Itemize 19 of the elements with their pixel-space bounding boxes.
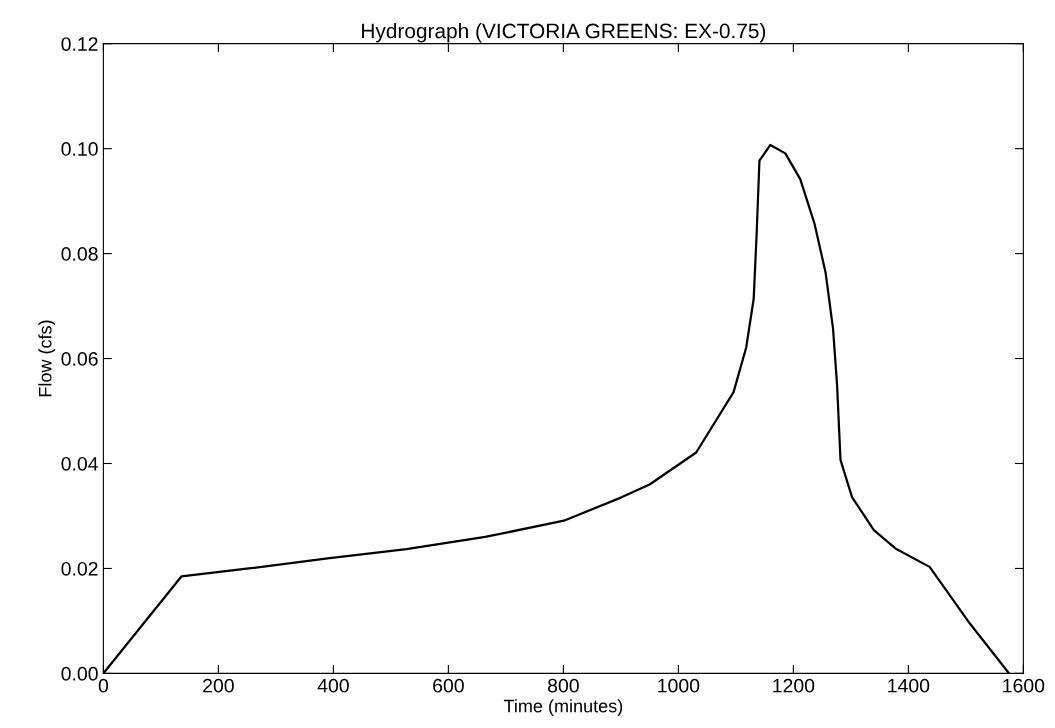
x-tick-label: 1000 [658, 678, 700, 693]
y-tick-label: 0.08 [61, 247, 98, 261]
y-tick-label: 0.06 [61, 352, 98, 366]
x-tick-label: 200 [203, 678, 234, 693]
y-axis-title: Flow (cfs) [38, 320, 56, 397]
chart-title: Hydrograph (VICTORIA GREENS: EX-0.75) [362, 23, 766, 43]
y-tick-label: 0.02 [61, 561, 98, 576]
x-tick-label: 1400 [888, 678, 930, 693]
x-tick-label: 800 [548, 678, 579, 693]
y-tick-label: 0.04 [61, 456, 98, 471]
x-axis-title: Time (minutes) [503, 699, 623, 716]
y-tick-label: 0.00 [61, 666, 98, 681]
x-tick-label: 1200 [773, 678, 815, 693]
x-tick-label: 400 [317, 678, 349, 693]
y-tick-label: 0.10 [61, 142, 98, 156]
x-tick-label: 600 [433, 678, 464, 693]
x-tick-label: 0 [98, 678, 109, 693]
y-tick-label: 0.12 [61, 37, 98, 51]
x-tick-label: 1600 [1003, 678, 1045, 693]
